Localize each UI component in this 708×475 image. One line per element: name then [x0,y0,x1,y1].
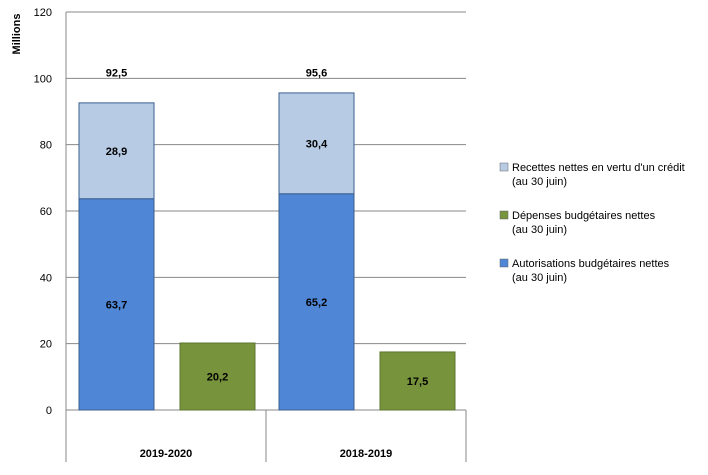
data-label: 20,2 [207,372,228,384]
stack-total-label: 92,5 [106,67,127,79]
data-label: 28,9 [106,146,127,158]
legend-label-line2: (au 30 juin) [512,224,567,236]
legend-swatch [499,162,509,172]
bar-segment [379,351,456,411]
legend: Recettes nettes en vertu d'un crédit (au … [499,162,685,284]
bar-segment [278,92,355,195]
legend-label: Recettes nettes en vertu d'un crédit [512,162,685,174]
bar-segment [278,193,355,411]
data-labels: 63,7 28,9 92,5 20,2 65,2 30,4 95,6 17,5 [106,67,428,388]
bar-segment [78,198,155,411]
y-axis-title: Millions [11,14,23,55]
y-tick-label: 80 [40,140,52,152]
legend-label-line2: (au 30 juin) [512,272,567,284]
data-label: 63,7 [106,299,127,311]
y-tick-label: 60 [40,206,52,218]
legend-swatch [499,258,509,268]
legend-swatch [499,210,509,220]
bars [78,92,456,411]
data-label: 65,2 [306,297,327,309]
y-tick-label: 20 [40,339,52,351]
legend-label-line2: (au 30 juin) [512,176,567,188]
category-label: 2018-2019 [340,448,393,460]
legend-label: Dépenses budgétaires nettes [512,210,656,222]
stack-total-label: 95,6 [306,67,327,79]
legend-label: Autorisations budgétaires nettes [512,258,670,270]
data-label: 30,4 [306,138,328,150]
category-label: 2019-2020 [140,448,193,460]
bar-segment [78,102,155,200]
y-tick-label: 40 [40,272,52,284]
data-label: 17,5 [407,376,428,388]
y-tick-label: 100 [34,73,52,85]
bar-segment [179,342,256,411]
axes: 0 20 40 60 80 100 120 Millions 2019-2020 2018-201… [11,7,467,462]
y-tick-label: 0 [46,405,52,417]
y-tick-label: 120 [34,7,52,19]
